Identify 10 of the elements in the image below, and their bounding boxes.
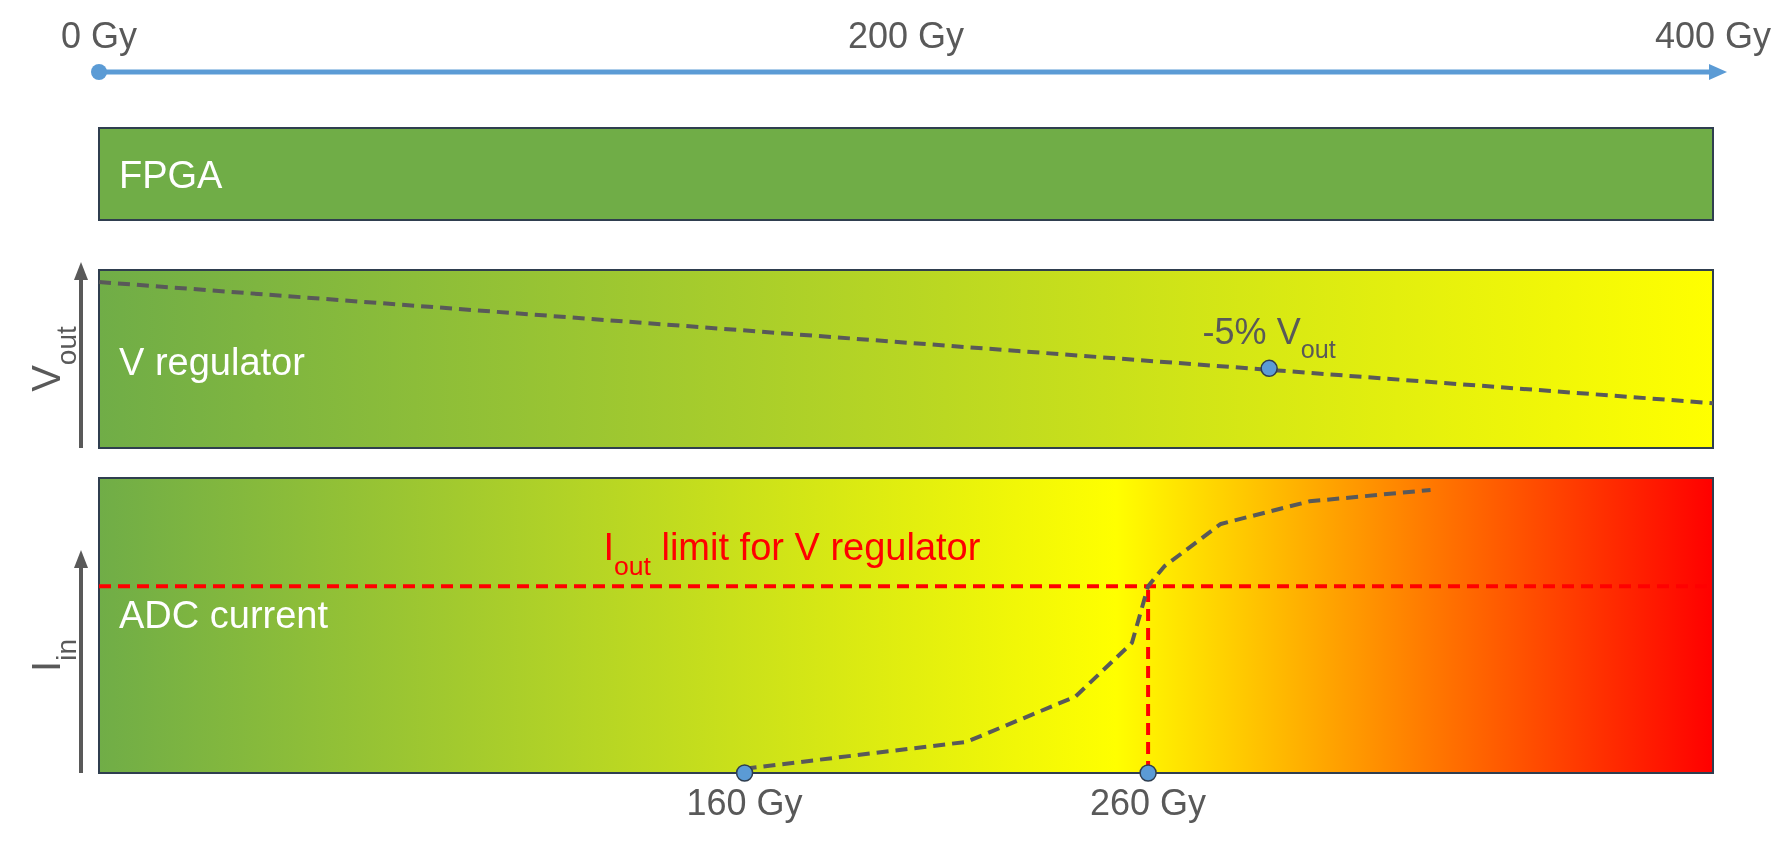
x-tick-label: 0 Gy [60,15,138,56]
x-tick-label: 200 Gy [847,15,965,56]
annotation: -5% V$_{out}$ [1202,311,1336,364]
x-tick-label: 400 Gy [1654,15,1772,56]
x-tick-label: 160 Gy [686,782,803,823]
text: FPGA [119,154,224,196]
text: V regulator [119,341,306,383]
text: ADC current [119,594,329,636]
ref-line-label: I$_{out}$ limit for V regulator [603,526,981,582]
x-tick-label: 260 Gy [1090,782,1207,823]
